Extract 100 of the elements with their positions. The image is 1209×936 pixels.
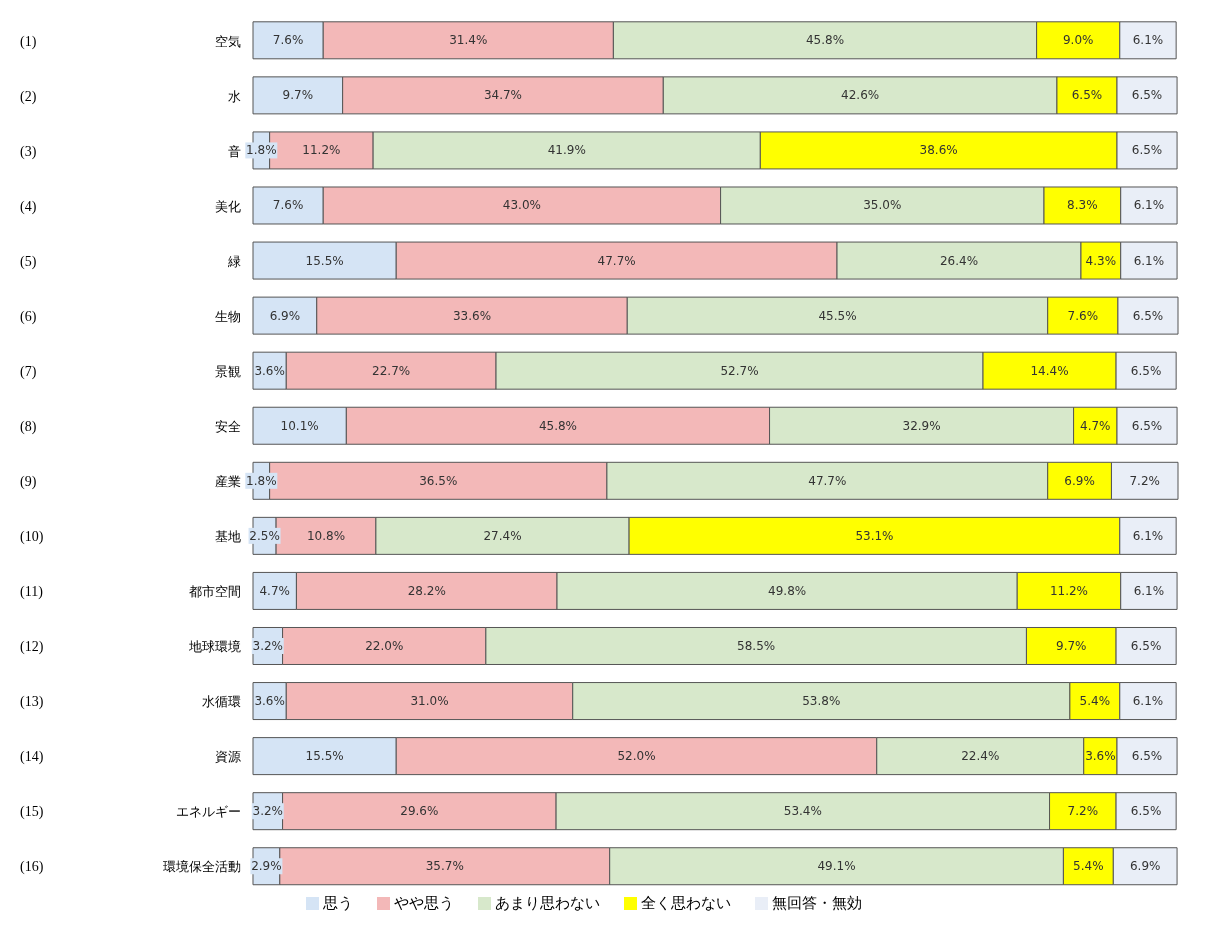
data-label: 7.6% bbox=[1067, 308, 1099, 323]
data-label: 6.5% bbox=[1132, 308, 1164, 323]
data-label: 6.5% bbox=[1130, 639, 1162, 653]
data-label: 22.7% bbox=[372, 363, 411, 378]
data-label: 6.5% bbox=[1131, 418, 1163, 433]
category-label: (7) 景観 bbox=[20, 363, 241, 379]
category-label: (1) 空気 bbox=[20, 33, 241, 49]
data-label: 53.1% bbox=[855, 528, 894, 543]
data-label: 58.5% bbox=[737, 639, 776, 653]
category-label: (4) 美化 bbox=[20, 198, 241, 214]
data-label: 9.7% bbox=[1056, 639, 1087, 653]
data-label: 2.5% bbox=[249, 528, 280, 543]
data-label: 6.5% bbox=[1131, 143, 1163, 158]
data-label: 9.7% bbox=[282, 88, 314, 103]
data-label: 26.4% bbox=[939, 253, 979, 268]
data-label: 49.1% bbox=[817, 859, 856, 874]
data-label: 6.5% bbox=[1130, 804, 1162, 819]
data-label: 52.0% bbox=[617, 749, 656, 764]
data-label: 47.7% bbox=[808, 473, 847, 488]
data-label: 53.4% bbox=[783, 804, 822, 819]
data-label: 5.4% bbox=[1079, 694, 1111, 709]
data-label: 3.2% bbox=[252, 639, 284, 653]
data-label: 4.7% bbox=[1080, 418, 1111, 433]
data-label: 32.9% bbox=[902, 418, 941, 433]
data-label: 4.7% bbox=[259, 583, 290, 598]
data-label: 45.8% bbox=[805, 33, 845, 48]
data-label: 5.4% bbox=[1073, 859, 1104, 874]
data-label: 35.0% bbox=[863, 198, 902, 213]
data-label: 4.3% bbox=[1085, 253, 1117, 268]
data-label: 22.0% bbox=[365, 639, 404, 653]
data-label: 6.9% bbox=[1129, 859, 1161, 874]
data-label: 49.8% bbox=[768, 583, 807, 598]
legend-label: あまり思わない bbox=[494, 894, 600, 912]
data-label: 31.0% bbox=[410, 694, 449, 709]
data-label: 45.5% bbox=[818, 308, 857, 323]
data-label: 15.5% bbox=[305, 749, 344, 764]
data-label: 47.7% bbox=[597, 253, 636, 268]
data-label: 10.8% bbox=[306, 528, 346, 543]
category-label: (2) 水 bbox=[20, 88, 241, 104]
data-label: 6.5% bbox=[1071, 88, 1103, 103]
data-label: 7.6% bbox=[272, 198, 304, 213]
data-label: 3.6% bbox=[1085, 749, 1116, 764]
data-label: 6.1% bbox=[1133, 583, 1165, 598]
data-label: 6.9% bbox=[269, 308, 301, 323]
data-label: 7.2% bbox=[1067, 804, 1099, 819]
data-label: 6.1% bbox=[1132, 33, 1164, 48]
data-label: 52.7% bbox=[720, 363, 759, 378]
data-label: 35.7% bbox=[425, 859, 464, 874]
data-label: 27.4% bbox=[483, 528, 522, 543]
data-label: 10.1% bbox=[280, 418, 319, 433]
data-label: 6.1% bbox=[1132, 528, 1164, 543]
data-label: 6.1% bbox=[1132, 694, 1164, 709]
legend-label: 全く思わない bbox=[640, 894, 731, 912]
data-label: 8.3% bbox=[1067, 198, 1098, 213]
category-label: (5) 緑 bbox=[20, 253, 241, 269]
category-label: (12) 地球環境 bbox=[20, 639, 241, 655]
category-label: (11) 都市空間 bbox=[20, 584, 241, 600]
data-label: 22.4% bbox=[961, 749, 1000, 764]
data-label: 6.5% bbox=[1131, 749, 1163, 764]
data-label: 33.6% bbox=[452, 308, 492, 323]
data-label: 36.5% bbox=[419, 473, 458, 488]
category-label: (14) 資源 bbox=[20, 749, 241, 765]
data-label: 6.5% bbox=[1130, 363, 1162, 378]
data-label: 29.6% bbox=[400, 804, 439, 819]
category-label: (6) 生物 bbox=[20, 308, 241, 324]
data-label: 11.2% bbox=[302, 143, 341, 158]
data-label: 34.7% bbox=[483, 88, 523, 103]
data-label: 1.8% bbox=[246, 143, 277, 158]
data-label: 6.1% bbox=[1133, 198, 1165, 213]
data-label: 9.0% bbox=[1062, 33, 1094, 48]
data-label: 31.4% bbox=[449, 33, 488, 48]
data-label: 7.2% bbox=[1129, 473, 1160, 488]
data-label: 3.6% bbox=[254, 694, 285, 709]
data-label: 7.6% bbox=[272, 33, 304, 48]
legend-label: 無回答・無効 bbox=[771, 894, 862, 912]
category-label: (15) エネルギー bbox=[20, 804, 241, 820]
legend-label: やや思う bbox=[393, 894, 454, 912]
category-label: (13) 水循環 bbox=[20, 694, 241, 710]
data-label: 6.5% bbox=[1131, 88, 1163, 103]
legend-label: 思う bbox=[322, 894, 353, 912]
data-label: 6.1% bbox=[1133, 253, 1165, 268]
data-label: 45.8% bbox=[538, 418, 578, 433]
category-label: (10) 基地 bbox=[20, 529, 241, 545]
data-label: 1.8% bbox=[246, 473, 277, 488]
category-label: (3) 音 bbox=[20, 143, 241, 159]
category-label: (16) 環境保全活動 bbox=[20, 859, 241, 875]
data-label: 6.9% bbox=[1064, 473, 1095, 488]
data-label: 3.6% bbox=[254, 363, 285, 378]
data-label: 2.9% bbox=[251, 859, 282, 874]
category-label: (9) 産業 bbox=[20, 474, 241, 490]
data-label: 28.2% bbox=[407, 583, 446, 598]
data-label: 14.4% bbox=[1030, 363, 1069, 378]
data-label: 11.2% bbox=[1049, 583, 1089, 598]
data-label: 43.0% bbox=[502, 198, 541, 213]
data-label: 38.6% bbox=[919, 143, 958, 158]
data-label: 42.6% bbox=[841, 88, 880, 103]
data-label: 3.2% bbox=[252, 804, 284, 819]
data-label: 15.5% bbox=[305, 253, 344, 268]
category-label: (8) 安全 bbox=[20, 418, 241, 434]
data-label: 41.9% bbox=[547, 143, 586, 158]
